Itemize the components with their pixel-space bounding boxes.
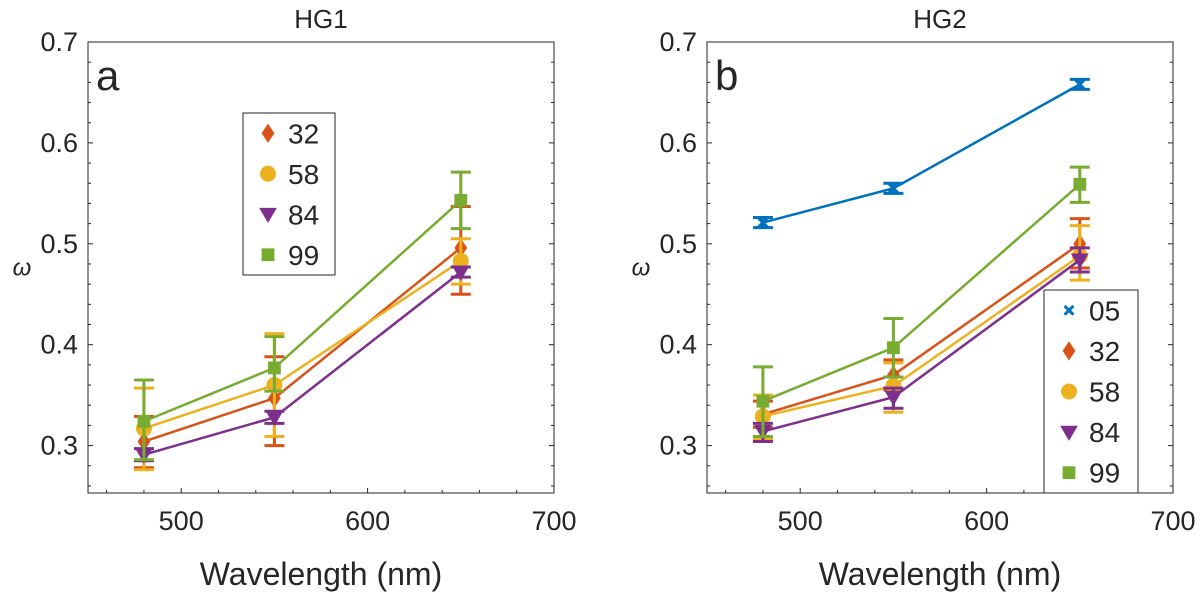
y-tick-label: 0.4	[659, 330, 697, 360]
triangle-marker	[259, 207, 277, 224]
y-tick-label: 0.5	[40, 229, 78, 259]
legend: 32 58 84 99	[242, 112, 336, 276]
legend-box	[242, 112, 336, 276]
panel-label: a	[96, 52, 120, 99]
triangle-marker	[884, 390, 903, 406]
y-axis-label: ω	[13, 255, 32, 282]
panel-label: b	[715, 52, 738, 99]
y-tick-label: 0.5	[659, 229, 697, 259]
x-tick-label: 700	[1150, 506, 1195, 536]
circle-marker	[885, 378, 902, 395]
axes-box	[706, 41, 1174, 494]
chart-title: HG1	[294, 4, 347, 34]
panel-b: 500 600 700 0.3 0.4 0.5 0.6 0.7 Wavelength (nm) ω…	[632, 4, 1196, 592]
triangle-marker	[452, 265, 470, 281]
triangle-marker	[1060, 425, 1078, 441]
x-marker	[887, 182, 899, 194]
legend-label: 99	[288, 240, 319, 271]
series-line	[762, 83, 1081, 224]
legend-label: 05	[1089, 295, 1120, 326]
x-marker	[757, 217, 769, 229]
y-tick-label: 0.3	[40, 431, 78, 461]
square-marker	[756, 394, 770, 408]
chart-title: HG2	[913, 4, 966, 34]
series-05	[752, 77, 1090, 230]
y-tick-label: 0.7	[40, 27, 78, 57]
series-line	[762, 242, 1081, 416]
y-tick-label: 0.6	[659, 128, 697, 158]
series-58	[752, 224, 1090, 442]
circle-marker	[452, 252, 469, 269]
y-tick-label: 0.4	[40, 330, 78, 360]
y-tick-label: 0.6	[40, 128, 78, 158]
square-marker	[454, 194, 468, 207]
y-tick-label: 0.3	[659, 431, 697, 461]
series-99	[133, 170, 471, 462]
x-marker	[1074, 78, 1086, 90]
series-line	[762, 254, 1081, 418]
legend-label: 58	[288, 159, 319, 190]
legend-label: 84	[1089, 417, 1120, 448]
legend-label: 32	[1089, 336, 1120, 367]
x-tick-label: 600	[964, 506, 1009, 536]
legend-label: 58	[1089, 377, 1120, 408]
legend-box	[1043, 289, 1139, 494]
square-marker	[1062, 466, 1076, 480]
x-tick-label: 700	[531, 506, 576, 536]
square-marker	[887, 341, 900, 355]
legend: 05 32 58 84 99	[1043, 289, 1139, 494]
square-marker	[268, 361, 281, 375]
series-line	[143, 271, 462, 456]
circle-marker	[260, 165, 276, 182]
axes-box	[87, 41, 555, 494]
square-marker	[1073, 177, 1087, 191]
x-tick-label: 500	[778, 506, 823, 536]
series-84	[133, 265, 471, 464]
legend-label: 99	[1089, 458, 1120, 489]
x-tick-label: 600	[345, 506, 390, 536]
square-marker	[137, 414, 151, 428]
x-axis-label: Wavelength (nm)	[819, 556, 1061, 592]
circle-marker	[1061, 383, 1077, 400]
legend-label: 32	[288, 118, 319, 149]
diamond-marker	[1062, 341, 1076, 361]
series-84	[752, 246, 1090, 444]
y-tick-label: 0.7	[659, 27, 697, 57]
diamond-marker	[261, 123, 275, 143]
x-tick-label: 500	[159, 506, 204, 536]
series-line	[762, 183, 1081, 403]
series-99	[752, 165, 1090, 438]
square-marker	[261, 248, 275, 262]
y-axis-label: ω	[632, 255, 651, 282]
legend-label: 84	[288, 199, 319, 230]
x-marker	[1063, 304, 1075, 316]
triangle-marker	[1071, 253, 1089, 269]
x-axis-label: Wavelength (nm)	[200, 556, 442, 592]
panel-a: 500 600 700 0.3 0.4 0.5 0.6 0.7 Wavelength (nm) ω…	[13, 4, 577, 592]
triangle-marker	[265, 410, 284, 427]
